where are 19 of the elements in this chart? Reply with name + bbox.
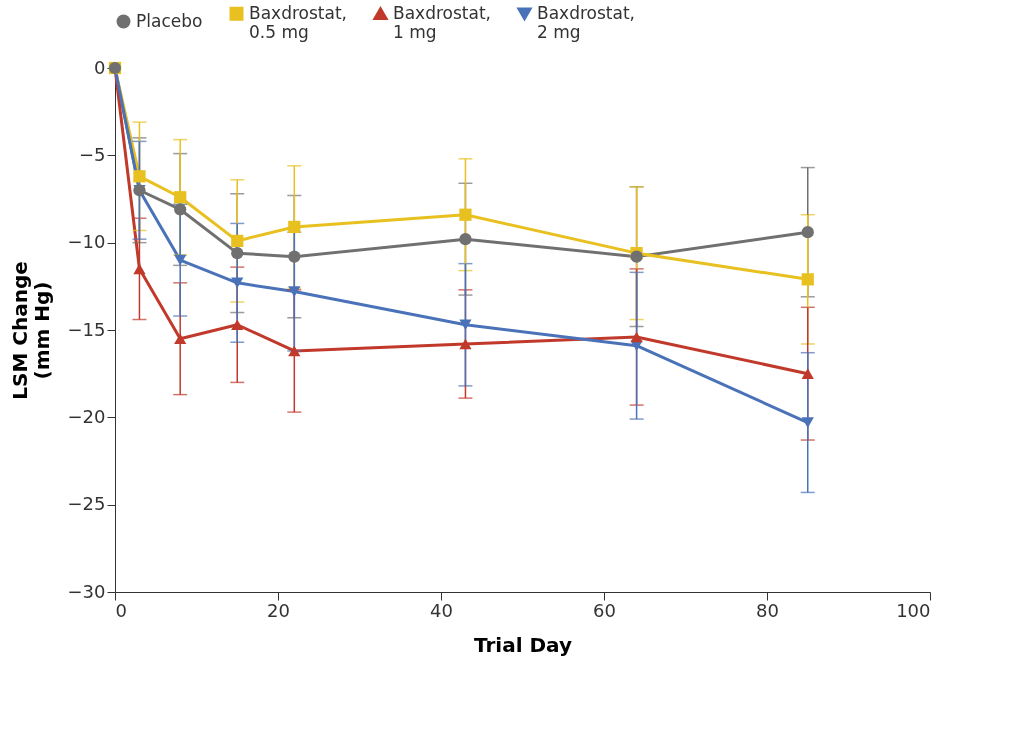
legend-label: Baxdrostat, 1 mg bbox=[393, 2, 491, 42]
x-tick-label: 80 bbox=[756, 599, 779, 621]
legend-label: Baxdrostat, 0.5 mg bbox=[249, 2, 347, 42]
legend-label: Placebo bbox=[136, 10, 203, 31]
x-tick-label: 20 bbox=[267, 599, 290, 621]
y-tick-label: −20 bbox=[67, 405, 106, 427]
y-tick-label: −25 bbox=[67, 493, 106, 515]
y-tick-label: −30 bbox=[67, 580, 106, 602]
y-tick-label: −5 bbox=[78, 143, 106, 165]
y-tick-label: −10 bbox=[67, 231, 106, 253]
x-tick-label: 0 bbox=[115, 599, 127, 621]
legend-label: Baxdrostat, 2 mg bbox=[537, 2, 635, 42]
x-axis-title: Trial Day bbox=[474, 632, 572, 657]
x-tick-label: 100 bbox=[896, 599, 931, 621]
y-tick-label: −15 bbox=[67, 318, 106, 340]
y-tick-label: 0 bbox=[94, 56, 106, 78]
x-tick-label: 40 bbox=[430, 599, 453, 621]
x-tick-label: 60 bbox=[593, 599, 616, 621]
y-axis-title: LSM Change (mm Hg) bbox=[7, 261, 54, 400]
